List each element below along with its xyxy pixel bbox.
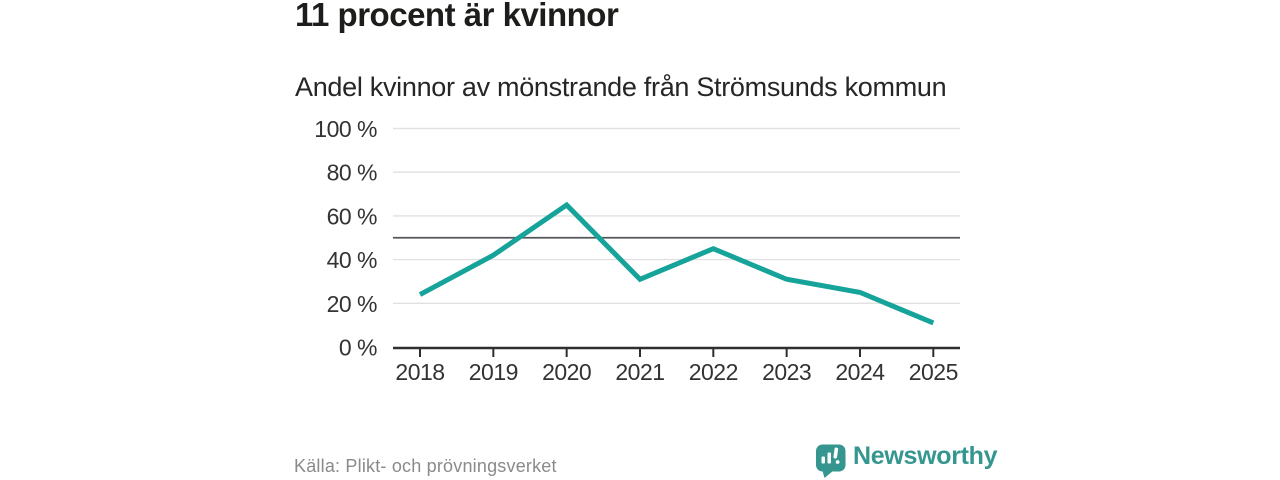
line-chart: 0 % 20 % 40 % 60 % 80 % 100 % 2018 2019 2020 2021… xyxy=(314,118,960,385)
y-tick-label: 100 % xyxy=(314,118,377,142)
x-tick-label: 2019 xyxy=(469,359,518,385)
y-tick-label: 0 % xyxy=(339,335,377,361)
x-tick-label: 2022 xyxy=(689,359,738,385)
x-tick-label: 2023 xyxy=(762,359,811,385)
y-tick-label: 40 % xyxy=(327,247,377,273)
x-tick-label: 2020 xyxy=(542,359,591,385)
source-caption: Källa: Plikt- och prövningsverket xyxy=(294,456,557,476)
newsworthy-logo-text: Newsworthy xyxy=(853,442,998,470)
chart-subtitle: Andel kvinnor av mönstrande från Strömsu… xyxy=(295,72,947,102)
data-line xyxy=(418,201,935,326)
chart-title: 11 procent är kvinnor xyxy=(295,0,619,33)
x-tick-label: 2025 xyxy=(909,359,958,385)
y-tick-label: 20 % xyxy=(327,291,377,317)
x-tick-label: 2024 xyxy=(835,359,885,385)
newsworthy-logo-icon xyxy=(816,444,846,478)
y-tick-label: 60 % xyxy=(327,203,377,229)
y-tick-label: 80 % xyxy=(327,160,377,186)
x-tick-label: 2021 xyxy=(615,359,664,385)
x-tick-label: 2018 xyxy=(395,359,444,385)
